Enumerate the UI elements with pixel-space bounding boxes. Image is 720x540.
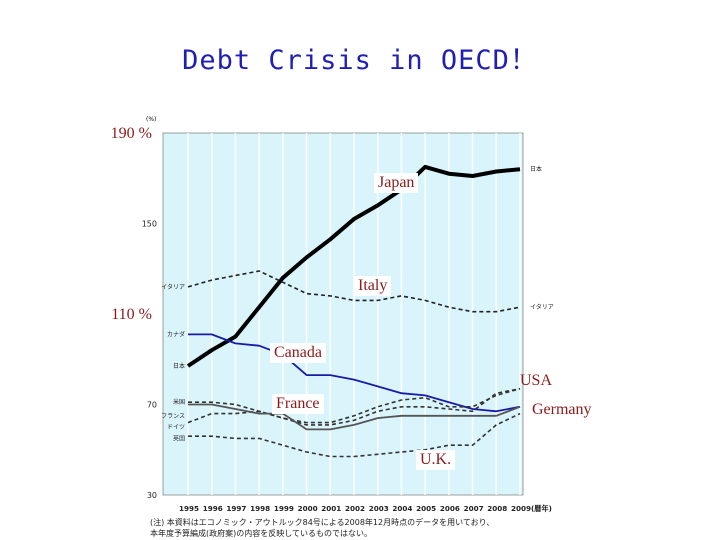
x-tick-label: 2002 [345, 504, 365, 513]
footnote: (注) 本資料はエコノミック・アウトルック84号による2008年12月時点のデー… [150, 517, 494, 539]
series-line-3 [188, 387, 521, 426]
footnote-line-2: 本年度予算編成(政府案)の内容を反映しているものではない。 [150, 529, 372, 538]
series-line-1 [187, 270, 521, 313]
x-tick-label: 1997 [226, 504, 246, 513]
callout-canada: Canada [270, 343, 326, 363]
callout-usa: USA [520, 372, 553, 389]
x-tick-label: 2000 [298, 504, 318, 513]
series-line-0 [186, 164, 521, 368]
x-tick-label: 2001 [321, 504, 341, 513]
x-tick-label: 1996 [203, 504, 223, 513]
y-axis-unit-label: (%) [146, 116, 156, 123]
series-line-5 [188, 403, 521, 431]
x-tick-label: 2004 [392, 504, 412, 513]
x-tick-label: 2005 [416, 504, 436, 513]
series-line-2 [188, 333, 521, 413]
series-end-label: イタリア [530, 303, 554, 311]
series-line-6 [188, 412, 521, 458]
series-start-label: 日本 [173, 362, 185, 370]
series-start-label: 英国 [173, 434, 185, 442]
series-end-label: 日本 [530, 165, 542, 173]
x-tick-label: 1995 [179, 504, 199, 513]
y-tick-label: 70 [147, 401, 157, 410]
x-tick-label: 2007 [464, 504, 484, 513]
slide-title: Debt Crisis in OECD！ [182, 45, 538, 76]
y-tick-label: 150 [142, 220, 157, 229]
callout-germany: Germany [532, 401, 592, 418]
plot-background [162, 132, 524, 496]
y-tick-label: 30 [147, 491, 157, 500]
y-tick-label: 190 % [111, 125, 152, 142]
series-start-label: ドイツ [167, 424, 185, 431]
x-tick-label: 1999 [274, 504, 294, 513]
x-tick-label: 2006 [440, 504, 460, 513]
callout-japan: Japan [374, 173, 419, 193]
x-tick-labels: 1995 1996 1997 1998 1999 2000 2001 2002 2003 2004… [179, 504, 552, 513]
series-line-4 [187, 387, 521, 424]
series-start-label: フランス [161, 413, 185, 420]
series-start-label: カナダ [167, 330, 185, 338]
x-tick-label: 2009(暦年) [511, 504, 552, 513]
y-tick-labels: 30 70 110 % 150 190 % [111, 125, 157, 500]
callout-uk: U.K. [416, 450, 456, 470]
callout-italy: Italy [354, 276, 392, 296]
footnote-line-1: (注) 本資料はエコノミック・アウトルック84号による2008年12月時点のデー… [150, 518, 495, 527]
series-lines [186, 164, 521, 458]
series-start-label: 米国 [173, 398, 185, 406]
series-start-label: イタリア [161, 283, 185, 291]
x-tick-label: 2003 [369, 504, 389, 513]
y-tick-label: 110 % [111, 306, 152, 323]
grid-lines [187, 133, 521, 495]
callout-france: France [272, 394, 324, 414]
x-tick-label: 1998 [250, 504, 270, 513]
x-tick-label: 2008 [487, 504, 507, 513]
